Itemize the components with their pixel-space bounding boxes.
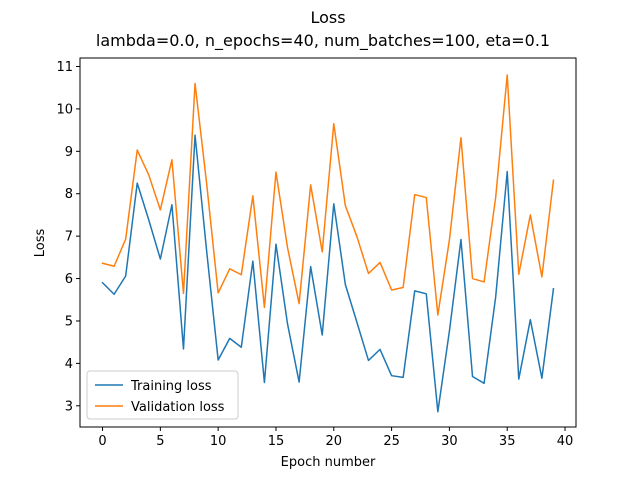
x-tick-label: 30 bbox=[441, 434, 458, 449]
x-tick-label: 10 bbox=[210, 434, 227, 449]
axes-frame bbox=[79, 57, 577, 428]
x-tick-label: 15 bbox=[268, 434, 285, 449]
x-tick-label: 20 bbox=[326, 434, 343, 449]
x-tick-label: 25 bbox=[383, 434, 400, 449]
x-tick-label: 0 bbox=[98, 434, 106, 449]
legend: Training loss Validation loss bbox=[86, 370, 239, 420]
legend-box bbox=[86, 370, 239, 420]
y-tick-label: 4 bbox=[65, 357, 73, 372]
x-tick-label: 40 bbox=[557, 434, 574, 449]
y-tick-label: 5 bbox=[65, 314, 73, 329]
y-axis-ticks: 3 4 5 6 7 8 9 10 11 bbox=[56, 60, 80, 414]
y-tick-label: 6 bbox=[65, 272, 73, 287]
y-tick-label: 9 bbox=[65, 145, 73, 160]
y-tick-label: 8 bbox=[65, 187, 73, 202]
series-layer bbox=[101, 74, 555, 413]
y-axis-label: Loss bbox=[33, 229, 48, 258]
legend-label-validation: Validation loss bbox=[131, 400, 225, 415]
series-line-validation bbox=[101, 74, 555, 316]
x-tick-label: 5 bbox=[156, 434, 164, 449]
plot-area: 0 5 10 15 20 25 30 35 40 3 4 5 6 7 8 9 10 11 bbox=[56, 57, 577, 449]
x-axis-label: Epoch number bbox=[281, 455, 376, 470]
y-tick-label: 3 bbox=[65, 399, 73, 414]
y-tick-label: 7 bbox=[65, 230, 73, 245]
series-line-training bbox=[101, 134, 555, 413]
chart-subtitle: lambda=0.0, n_epochs=40, num_batches=100… bbox=[96, 31, 550, 51]
x-tick-label: 35 bbox=[499, 434, 516, 449]
legend-label-training: Training loss bbox=[130, 379, 212, 394]
chart-title: Loss bbox=[310, 8, 345, 27]
y-tick-label: 10 bbox=[56, 102, 73, 117]
y-tick-label: 11 bbox=[56, 60, 73, 75]
x-axis-ticks: 0 5 10 15 20 25 30 35 40 bbox=[98, 427, 573, 449]
